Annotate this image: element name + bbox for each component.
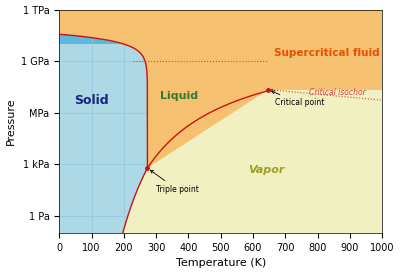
Polygon shape — [0, 10, 272, 168]
Text: Critical point: Critical point — [272, 91, 324, 107]
Text: Triple point: Triple point — [150, 170, 198, 194]
Text: Solid: Solid — [74, 94, 109, 107]
Y-axis label: Pressure: Pressure — [6, 98, 16, 145]
Polygon shape — [0, 10, 382, 168]
Text: Supercritical fluid: Supercritical fluid — [274, 48, 380, 58]
Polygon shape — [59, 90, 382, 233]
Text: Critical isochor: Critical isochor — [309, 88, 365, 97]
Text: Liquid: Liquid — [160, 91, 198, 101]
X-axis label: Temperature (K): Temperature (K) — [176, 258, 266, 269]
Text: Vapor: Vapor — [248, 165, 284, 175]
